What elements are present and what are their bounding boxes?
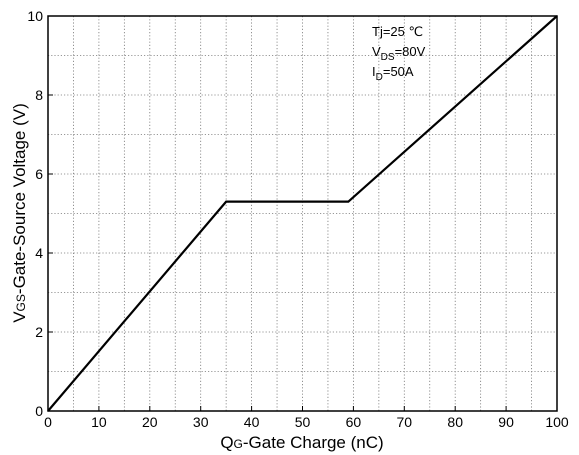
x-axis-ticks: 0 10 20 30 40 50 60 70 80 90 100	[44, 406, 569, 430]
y-tick-label: 6	[35, 166, 43, 182]
annotation-line: Tj=25 ℃	[372, 24, 423, 39]
y-tick-label: 4	[35, 245, 43, 261]
x-tick-label: 0	[44, 414, 52, 430]
x-tick-label: 60	[346, 414, 362, 430]
x-tick-label: 20	[142, 414, 158, 430]
x-tick-label: 30	[193, 414, 209, 430]
grid	[48, 16, 557, 411]
x-tick-label: 80	[447, 414, 463, 430]
x-tick-label: 90	[498, 414, 514, 430]
x-tick-label: 70	[397, 414, 413, 430]
y-tick-label: 0	[35, 403, 43, 419]
annotation-line: ID=50A	[372, 64, 414, 83]
series-line	[47, 15, 558, 412]
y-tick-label: 8	[35, 87, 43, 103]
x-tick-label: 40	[244, 414, 260, 430]
x-tick-label: 10	[91, 414, 107, 430]
series-layer	[47, 15, 558, 412]
y-tick-label: 10	[27, 8, 43, 24]
x-tick-label: 100	[545, 414, 569, 430]
annotation-line: VDS=80V	[372, 44, 426, 63]
y-tick-label: 2	[35, 324, 43, 340]
x-tick-label: 50	[295, 414, 311, 430]
y-axis-label: VGS-Gate-Source Voltage (V)	[10, 103, 29, 323]
x-axis-label: QG-Gate Charge (nC)	[220, 433, 383, 452]
